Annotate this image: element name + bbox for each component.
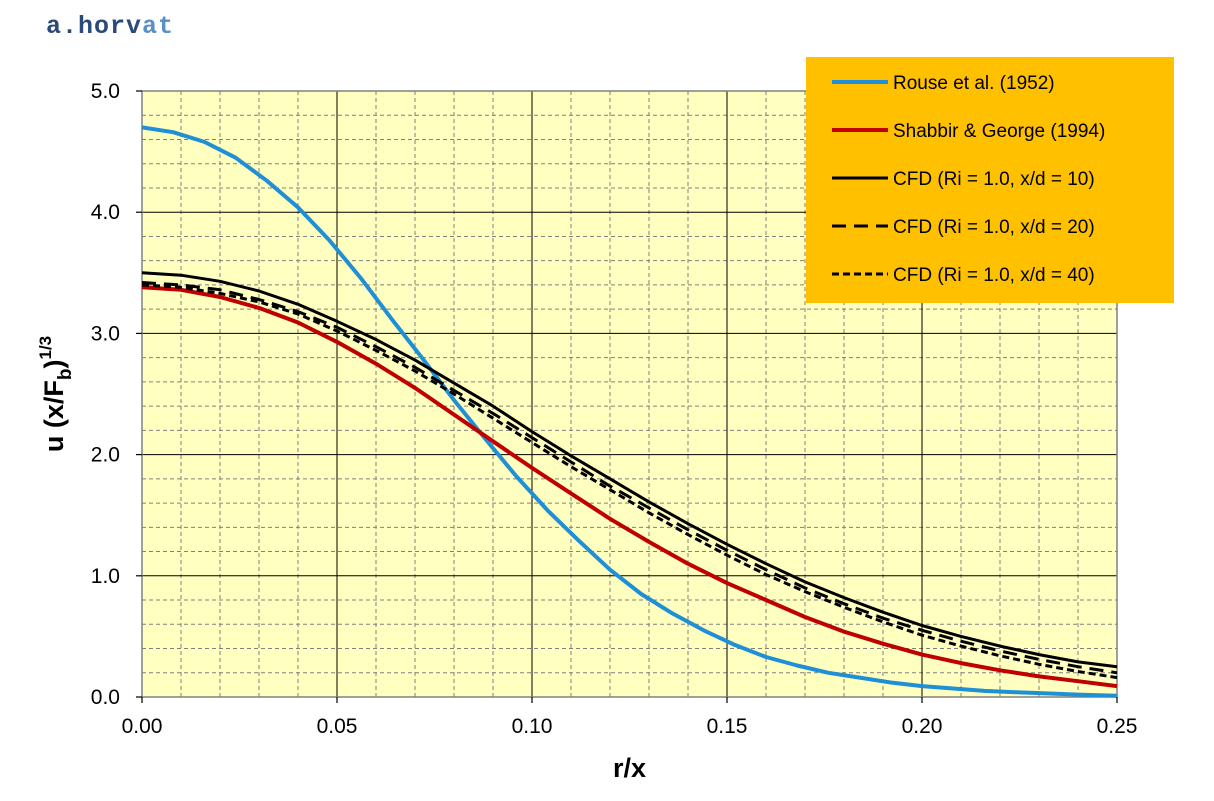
y-axis-ticks: 0.0 1.0 2.0 3.0 4.0 5.0 <box>91 80 142 709</box>
y-title-sup: 1/3 <box>36 336 55 360</box>
watermark-logo: a.horvat <box>46 12 174 41</box>
y-tick-label: 2.0 <box>91 444 120 467</box>
watermark-part-2: at <box>142 12 175 41</box>
y-tick-label: 5.0 <box>91 80 120 103</box>
y-title-close: ) <box>39 360 69 369</box>
x-tick-label: 0.15 <box>707 715 748 738</box>
x-axis-ticks: 0.00 0.05 0.10 0.15 0.20 0.25 <box>122 697 1138 738</box>
series-line-4 <box>141 281 1118 675</box>
x-tick-label: 0.10 <box>512 715 553 738</box>
x-tick-label: 0.20 <box>902 715 943 738</box>
legend-label-4: CFD (Ri = 1.0, x/d = 20) <box>893 217 1095 238</box>
series-line-1 <box>141 125 1118 698</box>
series-line-2 <box>141 285 1118 689</box>
y-tick-label: 4.0 <box>91 201 120 224</box>
series-line-3 <box>141 271 1118 669</box>
legend-label-2: Shabbir & George (1994) <box>893 121 1105 142</box>
y-tick-label: 0.0 <box>91 686 120 709</box>
legend-box <box>806 57 1174 303</box>
x-tick-label: 0.05 <box>317 715 358 738</box>
plot-frame <box>141 90 1118 698</box>
watermark-part-1: a.horv <box>46 12 143 41</box>
legend-label-5: CFD (Ri = 1.0, x/d = 40) <box>893 265 1095 286</box>
legend: Rouse et al. (1952) Shabbir & George (199… <box>806 57 1174 303</box>
x-axis-title: r/x <box>613 753 646 783</box>
y-title-base: u (x/F <box>39 380 69 452</box>
y-tick-label: 3.0 <box>91 322 120 345</box>
y-title-sub: b <box>55 369 76 381</box>
x-tick-label: 0.25 <box>1097 715 1138 738</box>
legend-label-1: Rouse et al. (1952) <box>893 73 1055 94</box>
series-layer <box>141 125 1118 698</box>
y-tick-label: 1.0 <box>91 565 120 588</box>
x-tick-label: 0.00 <box>122 715 163 738</box>
series-line-5 <box>141 283 1118 680</box>
y-axis-title: u (x/Fb)1/3 <box>36 336 76 452</box>
legend-label-3: CFD (Ri = 1.0, x/d = 10) <box>893 169 1095 190</box>
